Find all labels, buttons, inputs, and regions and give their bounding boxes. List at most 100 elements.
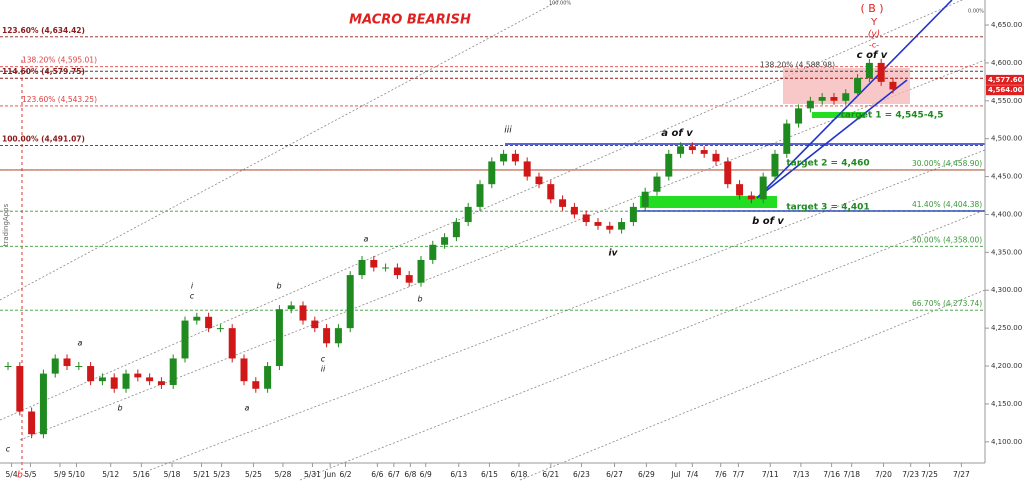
annotation: ii xyxy=(321,365,326,374)
x-tick-label: 6/2 xyxy=(339,470,351,479)
price-tag-label: 4,577.60 xyxy=(988,76,1023,84)
annotation: a xyxy=(245,404,250,413)
x-tick-label: 5/16 xyxy=(133,470,150,479)
candle xyxy=(547,184,555,200)
candle xyxy=(216,328,224,330)
fib-label: 50.00% (4,358.00) xyxy=(912,235,982,244)
candle xyxy=(405,275,413,283)
candle xyxy=(264,366,272,389)
annotation: i xyxy=(191,282,194,291)
annotation: a xyxy=(78,339,83,348)
x-tick-label: 5/12 xyxy=(102,470,119,479)
candle xyxy=(618,222,626,230)
x-tick-label: 5/28 xyxy=(275,470,292,479)
candle xyxy=(854,78,862,94)
x-tick-label: 7/11 xyxy=(762,470,779,479)
annotation: 0.00% xyxy=(968,9,984,15)
annotation: Y xyxy=(870,17,878,28)
annotation: target 1 = 4,545-4,5 xyxy=(840,111,943,121)
fib-label: 30.00% (4,458.90) xyxy=(912,159,982,168)
y-tick-label: 4,250.00 xyxy=(991,324,1022,332)
x-tick-label: 5/4 xyxy=(6,470,18,479)
annotation: b xyxy=(276,282,281,291)
candle xyxy=(677,146,685,154)
candle xyxy=(712,153,720,162)
candle xyxy=(806,100,814,109)
annotation: 100.00% xyxy=(549,1,571,7)
candle xyxy=(641,191,649,207)
y-tick-label: 4,150.00 xyxy=(991,400,1022,408)
fib-label: 66.70% (4,273.74) xyxy=(912,299,982,308)
y-tick-label: 4,300.00 xyxy=(991,286,1022,294)
annotation: a of v xyxy=(661,128,693,139)
candle xyxy=(334,328,342,344)
x-tick-label: 5/18 xyxy=(164,470,181,479)
x-tick-label: 6/27 xyxy=(606,470,623,479)
candle xyxy=(157,381,165,385)
annotation: b xyxy=(417,295,422,304)
fib-label: 114.60% (4,579.75) xyxy=(2,67,85,76)
candle xyxy=(181,320,189,359)
y-tick-label: 4,450.00 xyxy=(991,173,1022,181)
fib-label: 138.20% (4,595.01) xyxy=(22,56,97,65)
candle xyxy=(629,206,637,223)
candle xyxy=(523,161,531,177)
x-tick-label: 7/13 xyxy=(793,470,810,479)
x-tick-label: 6/23 xyxy=(573,470,590,479)
annotation: iv xyxy=(609,249,619,259)
x-tick-label: 7/20 xyxy=(875,470,892,479)
candle xyxy=(452,222,460,238)
price-tag xyxy=(986,85,1024,96)
annotation: (y) xyxy=(868,30,880,40)
annotation: c xyxy=(190,292,195,301)
x-tick-label: 5/23 xyxy=(213,470,230,479)
target-zone xyxy=(640,196,777,208)
candle xyxy=(287,305,295,310)
candle xyxy=(441,237,449,245)
candle xyxy=(724,161,732,185)
y-tick-label: 4,200.00 xyxy=(991,362,1022,370)
annotation: b xyxy=(117,404,122,413)
x-tick-label: 6/13 xyxy=(450,470,467,479)
candle xyxy=(51,358,59,374)
x-tick-label: 7/6 xyxy=(715,470,727,479)
annotation: c xyxy=(6,445,11,454)
candle xyxy=(535,176,543,185)
candle xyxy=(783,123,791,154)
fib-label: 41.40% (4,404.38) xyxy=(912,200,982,209)
candle xyxy=(87,366,95,382)
candle xyxy=(842,93,850,101)
x-tick-label: 6/6 xyxy=(371,470,383,479)
candle xyxy=(865,62,873,79)
fib-label: 123.60% (4,634.42) xyxy=(2,26,85,35)
candle xyxy=(382,267,390,269)
candle xyxy=(358,259,366,276)
x-tick-label: 5/21 xyxy=(193,470,210,479)
candle xyxy=(559,199,567,207)
x-tick-label: 7/25 xyxy=(921,470,938,479)
candle xyxy=(736,184,744,196)
candle xyxy=(75,366,83,368)
y-tick-label: 4,100.00 xyxy=(991,438,1022,446)
price-tag-label: 4,564.00 xyxy=(988,86,1023,94)
candle xyxy=(28,411,36,435)
channel-lines xyxy=(0,0,986,481)
candle xyxy=(594,222,602,226)
y-tick-label: 4,400.00 xyxy=(991,210,1022,218)
candle xyxy=(311,320,319,329)
fib-label: 123.60% (4,543.25) xyxy=(22,95,97,104)
candle xyxy=(688,146,696,151)
price-tag xyxy=(986,74,1024,85)
annotation: iii xyxy=(504,126,512,136)
x-tick-label: 7/23 xyxy=(902,470,919,479)
x-tick-label: Jun xyxy=(323,470,336,479)
x-tick-label: 6/15 xyxy=(481,470,498,479)
annotation: target 2 = 4,460 xyxy=(786,159,869,169)
candle xyxy=(4,366,12,368)
x-tick-label: 7/16 xyxy=(823,470,840,479)
candle xyxy=(228,328,236,359)
candle xyxy=(240,358,248,382)
annotation: c xyxy=(321,355,326,364)
candle xyxy=(606,225,614,230)
candle xyxy=(122,373,130,389)
